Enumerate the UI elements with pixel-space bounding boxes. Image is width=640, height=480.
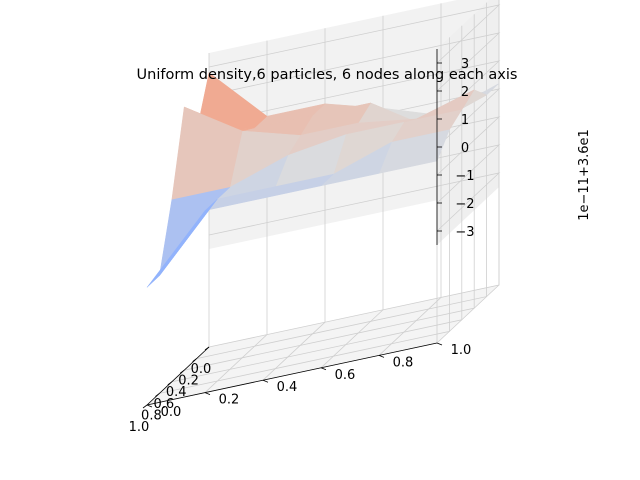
x-tick <box>204 346 210 351</box>
z-tick-label: −3 <box>455 225 474 240</box>
x-tick-label: 0.8 <box>141 408 162 423</box>
chart-title: Uniform density,6 particles, 6 nodes alo… <box>137 67 518 83</box>
y-tick <box>262 379 269 383</box>
x-tick <box>192 358 197 362</box>
back-pane <box>437 0 499 245</box>
z-tick-label: 0 <box>461 141 469 156</box>
z-grid-line <box>208 4 501 68</box>
x-tick-label: 1.0 <box>129 420 150 435</box>
y-tick <box>146 404 153 408</box>
y-tick <box>204 392 211 395</box>
y-tick-label: 0.6 <box>335 368 356 383</box>
z-tick-label: −1 <box>455 169 474 184</box>
x-tick <box>179 369 185 374</box>
y-tick-label: 1.0 <box>451 343 472 358</box>
tick-labels: 0.00.20.40.60.81.00.00.20.40.60.81.0−3−2… <box>129 57 475 435</box>
x-tick <box>167 381 173 386</box>
y-tick-label: 0.8 <box>393 355 414 370</box>
floor-pane <box>147 285 499 405</box>
y-tick-label: 0.2 <box>219 393 240 408</box>
z-tick-label: 2 <box>461 85 469 100</box>
y-tick-label: 0.0 <box>161 405 182 420</box>
z-tick-label: 1 <box>461 113 469 128</box>
surface-plot <box>146 72 500 288</box>
z-grid-line <box>208 172 501 236</box>
z-tick-label: −2 <box>455 197 474 212</box>
x-tick-label: 0.4 <box>166 385 187 400</box>
axis-lines <box>142 49 443 409</box>
y-tick <box>436 342 443 346</box>
y-tick <box>378 355 385 358</box>
x-tick <box>142 404 148 409</box>
x-tick-label: 0.0 <box>191 362 212 377</box>
y-tick <box>320 367 327 371</box>
x-tick-label: 0.6 <box>153 397 174 412</box>
z-grid-line <box>208 32 501 96</box>
x-tick-label: 0.2 <box>178 374 199 389</box>
surface-cell <box>146 198 218 288</box>
z-tick-label: 3 <box>461 57 469 72</box>
y-tick-label: 0.4 <box>277 380 298 395</box>
z-offset-label: 1e−11+3.6e1 <box>577 129 592 221</box>
x-tick <box>155 393 160 397</box>
y-axis-line <box>146 342 438 406</box>
